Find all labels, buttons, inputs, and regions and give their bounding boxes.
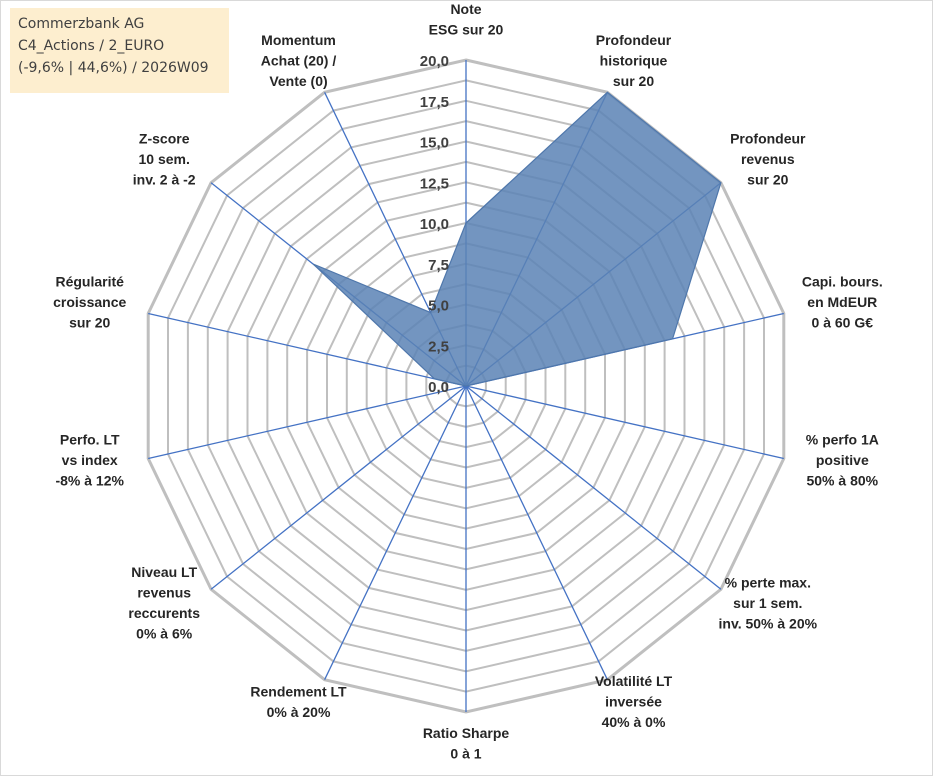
axis-label-3: Profondeur revenus sur 20 <box>730 131 806 188</box>
axis-label-9: Rendement LT 0% à 20% <box>250 684 347 721</box>
tick-label: 15,0 <box>420 135 449 152</box>
area-layer <box>312 91 722 387</box>
axis-label-line: en MdEUR <box>807 294 877 310</box>
axis-label-line: Niveau LT <box>131 564 197 580</box>
axis-label-line: 50% à 80% <box>806 473 878 489</box>
axis-spoke-5 <box>465 385 784 460</box>
axis-label-line: Z-score <box>139 131 190 147</box>
axis-label-4: Capi. bours. en MdEUR 0 à 60 G€ <box>802 273 883 330</box>
axis-label-11: Perfo. LT vs index -8% à 12% <box>55 432 124 489</box>
tick-label: 12,5 <box>420 175 449 192</box>
tick-label: 20,0 <box>420 53 449 70</box>
axis-label-line: inv. 50% à 20% <box>719 616 818 632</box>
info-company-name: Commerzbank AG <box>18 16 145 32</box>
axis-label-2: Profondeur historique sur 20 <box>596 32 672 89</box>
axis-label-line: croissance <box>53 294 126 310</box>
axis-label-line: revenus <box>137 585 191 601</box>
axis-label-line: revenus <box>741 151 795 167</box>
axis-label-line: Vente (0) <box>269 73 327 89</box>
info-category: C4_Actions / 2_EURO <box>18 38 165 54</box>
axis-label-line: Capi. bours. <box>802 273 883 289</box>
axis-label-5: % perfo 1A positive 50% à 80% <box>806 432 879 489</box>
tick-label: 0,0 <box>428 379 449 396</box>
info-period: (-9,6% | 44,6%) / 2026W09 <box>18 60 209 76</box>
tick-label: 5,0 <box>428 298 449 315</box>
axis-label-line: Profondeur <box>596 32 672 48</box>
axis-label-line: % perte max. <box>725 575 811 591</box>
axis-label-line: 0% à 20% <box>267 704 331 720</box>
axis-label-line: inv. 2 à -2 <box>133 172 196 188</box>
axis-label-line: Ratio Sharpe <box>423 725 510 741</box>
axis-label-13: Z-score 10 sem. inv. 2 à -2 <box>133 131 196 188</box>
axis-label-line: sur 20 <box>747 172 788 188</box>
axis-label-line: reccurents <box>128 605 200 621</box>
tick-label: 10,0 <box>420 216 449 233</box>
data-series-area <box>312 91 722 387</box>
axis-label-line: sur 1 sem. <box>733 595 802 611</box>
axis-label-line: Achat (20) / <box>261 52 337 68</box>
axis-label-line: sur 20 <box>69 314 110 330</box>
axis-label-line: Régularité <box>55 273 124 289</box>
axis-label-line: Perfo. LT <box>60 432 120 448</box>
tick-label: 17,5 <box>420 94 449 111</box>
axis-spoke-12 <box>148 312 467 387</box>
axis-label-12: Régularité croissance sur 20 <box>53 273 126 330</box>
axis-spoke-10 <box>210 385 467 590</box>
axis-label-line: 10 sem. <box>139 151 190 167</box>
tick-label-layer: 0,0 2,5 5,0 7,5 10,0 12,5 15,0 17,5 20,0 <box>420 53 449 396</box>
axis-spoke-7 <box>465 385 608 680</box>
axis-spoke-11 <box>148 385 467 460</box>
axis-label-line: sur 20 <box>613 73 654 89</box>
axis-spoke-9 <box>324 385 467 680</box>
axis-label-line: ESG sur 20 <box>429 22 504 38</box>
axis-spoke-6 <box>465 385 722 590</box>
axis-label-line: vs index <box>62 452 118 468</box>
axis-label-7: Volatilité LT inversée 40% à 0% <box>595 673 673 730</box>
axis-label-layer: Note ESG sur 20 Profondeur historique sur 20… <box>53 1 883 762</box>
axis-label-line: Note <box>450 1 481 17</box>
axis-label-line: 40% à 0% <box>602 714 666 730</box>
axis-label-line: Profondeur <box>730 131 806 147</box>
axis-label-line: Rendement LT <box>250 684 347 700</box>
axis-label-line: 0 à 60 G€ <box>812 314 874 330</box>
tick-label: 7,5 <box>428 257 449 274</box>
axis-label-line: historique <box>600 52 668 68</box>
axis-label-1: Note ESG sur 20 <box>429 1 504 38</box>
axis-label-line: Volatilité LT <box>595 673 673 689</box>
axis-label-6: % perte max. sur 1 sem. inv. 50% à 20% <box>719 575 818 632</box>
tick-label: 2,5 <box>428 338 449 355</box>
axis-label-line: 0% à 6% <box>136 626 193 642</box>
axis-label-line: Momentum <box>261 32 336 48</box>
axis-label-14: Momentum Achat (20) / Vente (0) <box>261 32 337 89</box>
axis-label-line: 0 à 1 <box>450 746 481 762</box>
axis-label-line: positive <box>816 452 869 468</box>
axis-label-8: Ratio Sharpe 0 à 1 <box>423 725 510 762</box>
axis-label-line: inversée <box>605 694 662 710</box>
info-box: Commerzbank AG C4_Actions / 2_EURO (-9,6… <box>10 8 229 93</box>
axis-label-10: Niveau LT revenus reccurents 0% à 6% <box>128 564 200 642</box>
axis-label-line: % perfo 1A <box>806 432 879 448</box>
axis-label-line: -8% à 12% <box>55 473 124 489</box>
